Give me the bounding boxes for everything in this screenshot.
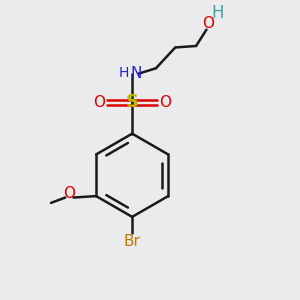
Text: H: H: [119, 66, 129, 80]
Text: Br: Br: [124, 234, 141, 249]
Text: O: O: [159, 95, 171, 110]
Text: N: N: [130, 66, 141, 81]
Text: O: O: [202, 16, 214, 31]
Text: H: H: [212, 4, 224, 22]
Text: O: O: [94, 95, 106, 110]
Text: O: O: [63, 186, 75, 201]
Text: S: S: [126, 93, 139, 111]
